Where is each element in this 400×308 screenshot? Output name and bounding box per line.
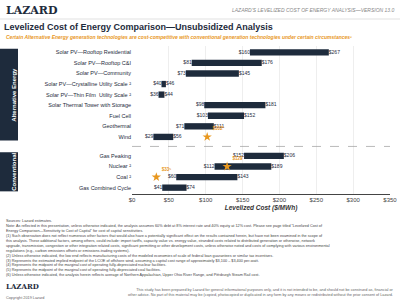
svg-text:LAZARD: LAZARD	[6, 282, 39, 291]
svg-text:$176: $176	[262, 59, 273, 65]
svg-text:$36: $36	[150, 91, 159, 97]
svg-text:$81: $81	[183, 59, 192, 65]
svg-text:$152: $152	[244, 112, 255, 118]
svg-text:$181: $181	[265, 101, 276, 107]
svg-text:$200: $200	[273, 197, 287, 203]
svg-text:$267: $267	[329, 49, 340, 55]
svg-text:Conventional: Conventional	[11, 152, 17, 190]
svg-text:Solar PV—Thin Film Utility Sc: Solar PV—Thin Film Utility Scale ²	[46, 92, 131, 98]
svg-text:LAZARD’S LEVELIZED COST OF ENE: LAZARD’S LEVELIZED COST OF ENERGY ANALYS…	[232, 7, 394, 13]
svg-text:$300: $300	[346, 197, 360, 203]
svg-text:Solar Thermal Tower with Stora: Solar Thermal Tower with Storage	[48, 102, 131, 108]
svg-text:$50: $50	[164, 197, 175, 203]
svg-text:$103: $103	[197, 112, 208, 118]
svg-text:Fuel Cell: Fuel Cell	[109, 113, 131, 119]
svg-text:Geothermal: Geothermal	[102, 123, 131, 129]
svg-text:$56: $56	[173, 133, 182, 139]
svg-text:$29: $29	[145, 133, 154, 139]
svg-text:Levelized Cost of Energy Compa: Levelized Cost of Energy Comparison—Unsu…	[4, 22, 273, 32]
svg-text:Certain Alternative Energy gen: Certain Alternative Energy generation te…	[6, 34, 352, 40]
svg-text:Alternative Energy: Alternative Energy	[11, 68, 17, 122]
svg-text:$44: $44	[164, 91, 173, 97]
svg-text:Sources: Lazard estimates.Note: Sources: Lazard estimates.Note: As refle…	[6, 219, 330, 277]
svg-text:$143: $143	[237, 173, 248, 179]
svg-text:Levelized Cost ($/MWh): Levelized Cost ($/MWh)	[225, 204, 298, 212]
svg-text:Solar PV—Community: Solar PV—Community	[76, 70, 131, 76]
svg-text:$152: $152	[233, 152, 244, 158]
svg-text:Wind: Wind	[118, 134, 131, 140]
svg-text:$145: $145	[239, 70, 250, 76]
svg-text:$98: $98	[196, 101, 205, 107]
svg-text:Solar PV—Rooftop C&I: Solar PV—Rooftop C&I	[74, 60, 132, 66]
svg-text:$74: $74	[187, 184, 196, 190]
svg-text:$100: $100	[199, 197, 213, 203]
svg-text:$160: $160	[239, 49, 250, 55]
svg-text:$129´: $129´	[232, 156, 244, 161]
svg-text:$150: $150	[236, 197, 250, 203]
svg-text:Gas Peaking: Gas Peaking	[100, 153, 132, 159]
svg-text:Solar PV—Crystalline Utility S: Solar PV—Crystalline Utility Scale ²	[45, 81, 132, 87]
svg-text:$73: $73	[177, 70, 186, 76]
svg-text:$112: $112	[204, 163, 215, 169]
svg-text:Coal ²: Coal ²	[116, 174, 131, 180]
svg-text:$102³: $102³	[213, 126, 225, 131]
svg-text:$0: $0	[129, 197, 136, 203]
svg-text:Copyright 2019 Lazard: Copyright 2019 Lazard	[6, 296, 44, 300]
svg-text:LAZARD: LAZARD	[6, 4, 58, 17]
svg-text:$111: $111	[214, 123, 225, 129]
svg-text:$189: $189	[271, 163, 282, 169]
svg-text:$33⁵: $33⁵	[162, 167, 172, 172]
svg-text:$206: $206	[284, 152, 295, 158]
svg-text:$250: $250	[310, 197, 324, 203]
svg-text:$41: $41	[154, 184, 163, 190]
svg-text:$46: $46	[166, 80, 175, 86]
svg-text:Nuclear ²: Nuclear ²	[109, 163, 131, 169]
svg-text:Gas Combined Cycle: Gas Combined Cycle	[79, 185, 131, 191]
svg-text:$60: $60	[168, 173, 177, 179]
svg-text:Solar PV—Rooftop Residential: Solar PV—Rooftop Residential	[56, 49, 131, 55]
svg-text:$71: $71	[176, 123, 185, 129]
svg-text:$350: $350	[383, 197, 397, 203]
svg-text:$40: $40	[153, 80, 162, 86]
svg-text:This study has been prepared b: This study has been prepared by Lazard f…	[128, 288, 394, 297]
